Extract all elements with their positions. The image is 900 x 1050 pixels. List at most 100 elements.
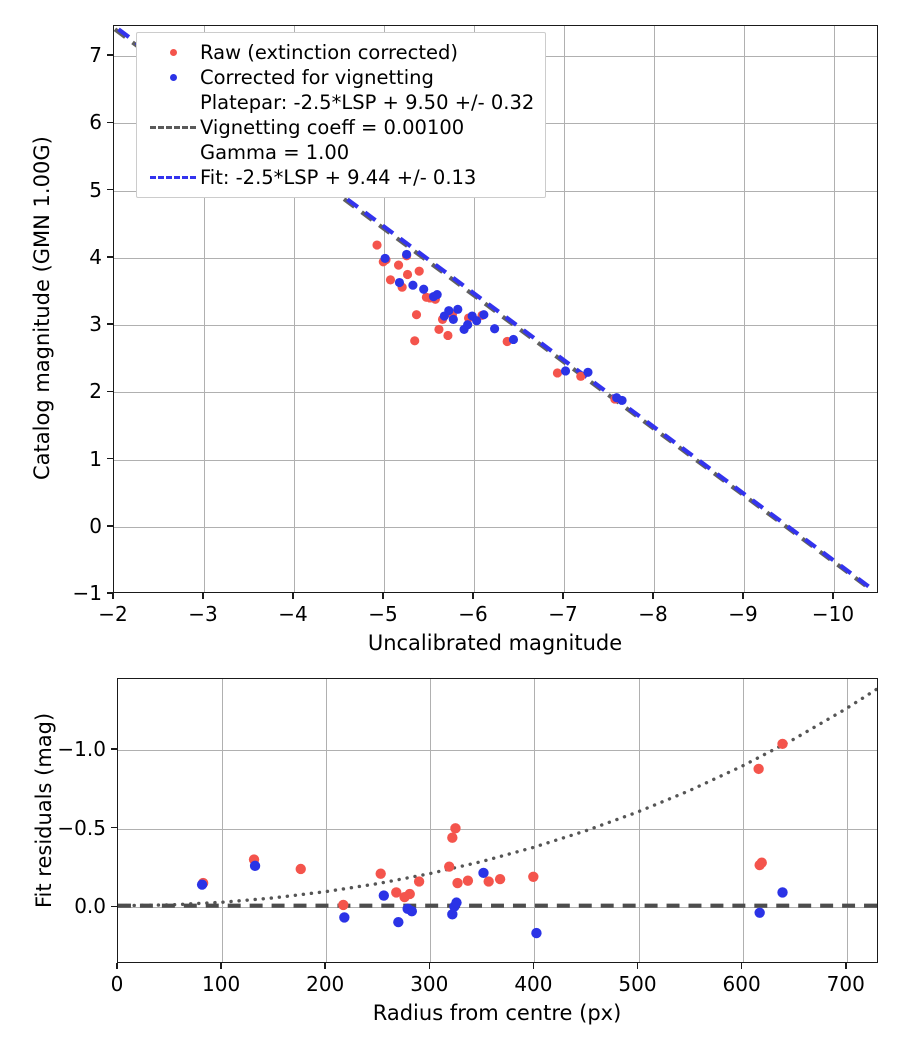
bottom-plot-data-layer — [118, 687, 877, 939]
data-point — [447, 909, 458, 920]
data-point — [777, 887, 788, 898]
data-point — [402, 269, 413, 280]
ytick-label: 7 — [89, 43, 102, 68]
xtick-label: −2 — [98, 602, 128, 626]
ytick-mark — [107, 54, 113, 57]
data-point — [375, 868, 386, 879]
xtick-label: 500 — [618, 972, 657, 996]
data-point — [338, 899, 349, 911]
ytick-mark — [107, 390, 113, 393]
legend-key-line — [146, 165, 200, 190]
series-corrected — [380, 249, 627, 406]
gridline-vertical — [204, 26, 205, 592]
legend-key-marker — [146, 65, 200, 90]
gridline-vertical — [474, 26, 475, 592]
data-point — [479, 310, 489, 320]
ytick-label: 4 — [89, 244, 102, 269]
data-point — [617, 395, 627, 406]
xtick-label: 300 — [410, 972, 449, 996]
data-point — [462, 875, 474, 886]
legend-key-line — [146, 115, 200, 140]
gridline-vertical — [846, 679, 848, 962]
xtick-mark — [742, 593, 744, 599]
ytick-label: 0 — [89, 513, 102, 538]
data-point — [528, 871, 539, 882]
series-raw — [372, 240, 620, 404]
xtick-mark — [832, 593, 834, 599]
gridline-vertical — [638, 679, 640, 962]
data-point — [414, 266, 424, 276]
ytick-mark — [107, 188, 113, 191]
data-point — [444, 861, 455, 872]
ytick-mark — [107, 121, 113, 124]
ytick-label: 1 — [89, 446, 102, 471]
ytick-label: 2 — [89, 379, 102, 404]
legend-entry[interactable]: Fit: -2.5*LSP + 9.44 +/- 0.13 — [146, 165, 534, 190]
data-point — [432, 290, 442, 300]
data-point — [443, 330, 453, 341]
series-corrected — [196, 860, 788, 939]
gridline-vertical — [326, 679, 328, 962]
gridline-vertical — [564, 26, 565, 592]
xtick-mark — [116, 963, 118, 969]
xtick-mark — [652, 593, 654, 599]
data-point — [393, 260, 404, 270]
xtick-label: 400 — [514, 972, 553, 996]
data-point — [391, 887, 402, 898]
ytick-mark — [111, 905, 117, 908]
legend-entry[interactable]: Corrected for vignetting — [146, 65, 534, 90]
ytick-mark — [107, 457, 113, 460]
series-raw — [197, 738, 788, 911]
ytick-mark — [107, 256, 113, 258]
xtick-label: −7 — [548, 602, 578, 626]
top-plot-xlabel: Uncalibrated magnitude — [367, 631, 623, 655]
legend-dashed-gray-line-icon — [150, 126, 196, 129]
xtick-label: 100 — [202, 972, 241, 996]
gridline-vertical — [222, 679, 224, 962]
data-point — [576, 371, 586, 381]
gridline-vertical — [742, 679, 744, 962]
ytick-label: −1 — [72, 581, 102, 605]
gridline-horizontal — [118, 907, 877, 909]
xtick-mark — [740, 963, 743, 969]
xtick-mark — [202, 593, 204, 599]
xtick-mark — [472, 593, 474, 599]
data-point — [450, 823, 461, 834]
legend-label: Raw (extinction corrected) — [200, 41, 458, 64]
ytick-mark — [107, 524, 113, 527]
xtick-mark — [532, 963, 535, 969]
legend-entry[interactable]: Platepar: -2.5*LSP + 9.50 +/- 0.32 Vigne… — [146, 90, 534, 165]
legend-marker-raw-icon — [169, 49, 177, 56]
gridline-horizontal — [118, 828, 877, 830]
xtick-mark — [324, 963, 326, 969]
ytick-label: −0.5 — [57, 815, 106, 840]
data-point — [494, 873, 506, 885]
data-point — [756, 857, 767, 868]
legend-label: Platepar: -2.5*LSP + 9.50 +/- 0.32 Vigne… — [200, 91, 535, 164]
data-point — [411, 310, 422, 320]
xtick-mark — [562, 593, 564, 599]
xtick-label: 600 — [722, 972, 761, 996]
gridline-vertical — [534, 679, 536, 962]
gridline-vertical — [654, 26, 655, 592]
data-point — [402, 249, 412, 259]
legend-entry[interactable]: Raw (extinction corrected) — [146, 40, 534, 65]
legend-label: Corrected for vignetting — [200, 66, 434, 89]
xtick-label: 0 — [110, 972, 124, 996]
data-point — [404, 888, 415, 900]
data-point — [447, 832, 458, 843]
xtick-mark — [844, 963, 847, 969]
gridline-vertical — [294, 26, 295, 592]
data-point — [434, 324, 444, 335]
xtick-label: −5 — [368, 602, 398, 626]
xtick-mark — [220, 963, 222, 969]
data-point — [463, 320, 473, 330]
data-point — [408, 280, 418, 290]
data-point — [754, 907, 765, 918]
xtick-label: −3 — [188, 602, 218, 626]
gridline-vertical — [384, 26, 385, 592]
legend-marker-corrected-icon — [169, 74, 177, 81]
ytick-mark — [107, 323, 113, 325]
xtick-label: −6 — [458, 602, 488, 626]
data-point — [419, 284, 429, 294]
